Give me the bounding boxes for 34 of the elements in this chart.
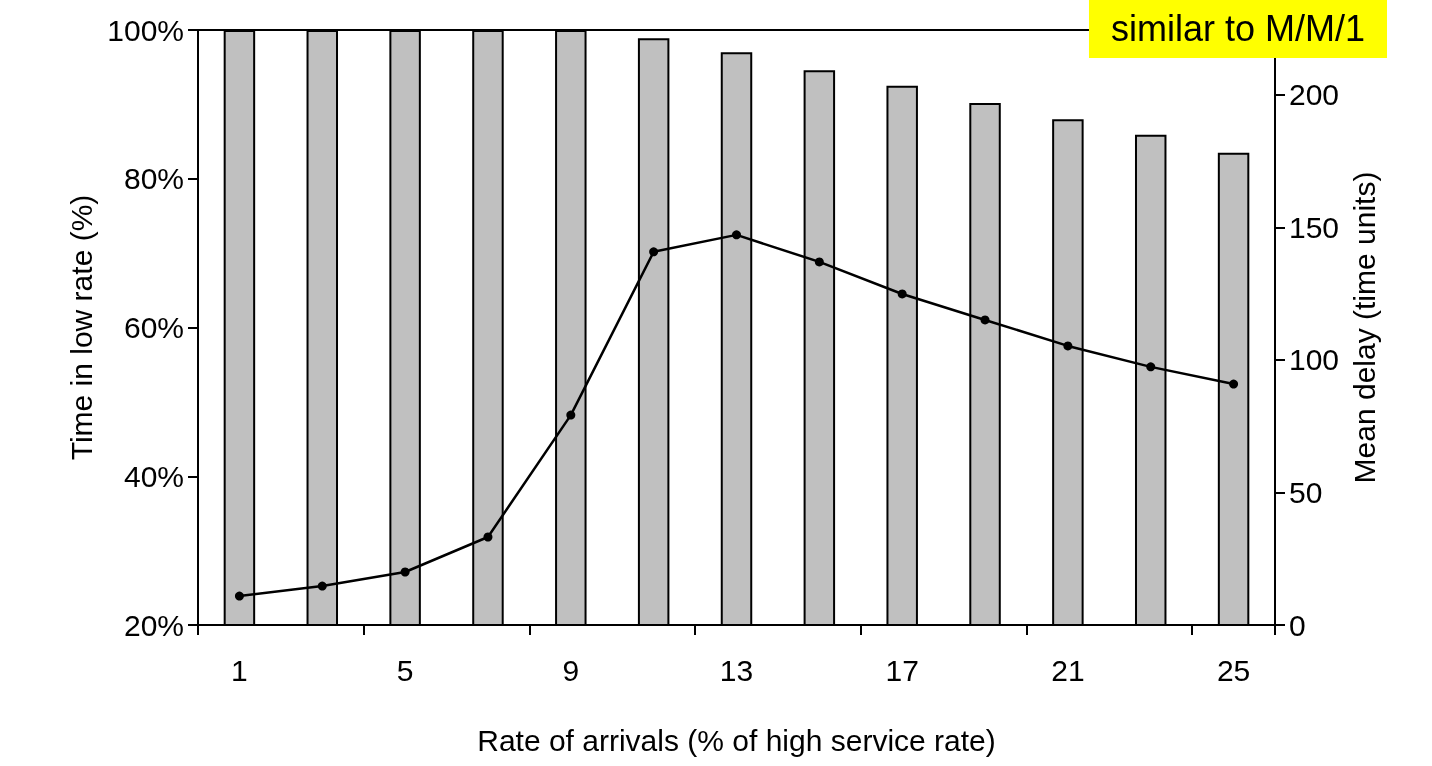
point <box>234 591 244 601</box>
y2-axis-title: Mean delay (time units) <box>1348 171 1382 484</box>
y2-tick-label: 100 <box>1289 343 1340 377</box>
point <box>1063 341 1073 351</box>
point <box>1229 379 1239 389</box>
point <box>732 230 741 240</box>
point <box>1146 362 1156 372</box>
y2-tick-label: 0 <box>1289 608 1306 642</box>
point <box>814 257 824 267</box>
point <box>483 532 493 542</box>
y2-tick-label: 150 <box>1289 210 1340 244</box>
y-tick-label: 40% <box>123 459 184 493</box>
annotation: similar to M/M/1 <box>1110 7 1366 49</box>
y-tick-label: 80% <box>123 162 184 196</box>
y-tick-label: 20% <box>123 608 184 642</box>
x-tick-label: 13 <box>719 653 754 687</box>
y-axis-title: Time in low rate (%) <box>64 194 98 461</box>
y2-tick-label: 200 <box>1289 78 1340 112</box>
y-tick-label: 100% <box>107 13 184 47</box>
x-tick-label: 1 <box>231 653 248 687</box>
y2-tick-label: 50 <box>1289 475 1323 509</box>
point <box>897 289 907 299</box>
x-tick-label: 5 <box>396 653 414 687</box>
point <box>980 315 990 325</box>
point <box>317 581 327 591</box>
point <box>566 410 576 420</box>
x-tick-label: 25 <box>1216 653 1251 687</box>
point <box>400 567 410 577</box>
x-tick-label: 21 <box>1051 653 1085 687</box>
x-tick-label: 17 <box>885 653 919 687</box>
y-tick-label: 60% <box>123 311 184 344</box>
x-tick-label: 9 <box>562 653 580 687</box>
point <box>649 247 659 257</box>
x-axis-title: Rate of arrivals (% of high service rate) <box>477 723 996 757</box>
